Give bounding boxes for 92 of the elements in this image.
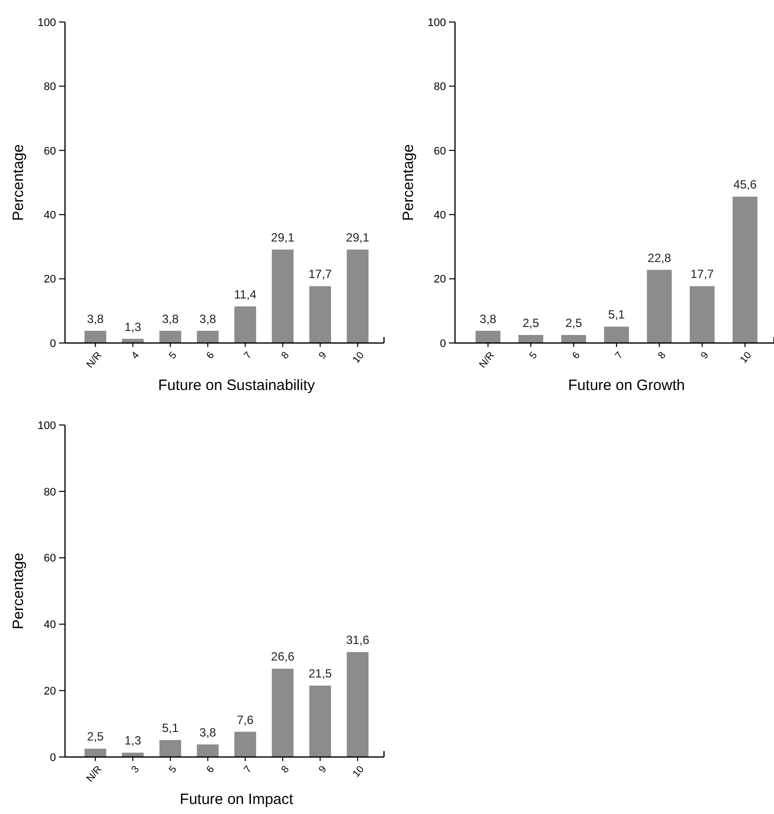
x-tick-label: 6 [570,350,583,362]
y-tick-label: 40 [44,619,56,632]
y-tick-label: 20 [434,274,446,286]
data-label: 31,6 [346,633,370,648]
x-tick-label: 6 [204,764,218,776]
data-label: 26,6 [271,650,295,664]
x-tick-label: 6 [204,350,218,362]
x-tick-label: 10 [351,350,367,366]
y-tick-label: 20 [44,274,56,286]
data-label: 29,1 [271,230,295,245]
y-axis-title: Percentage [10,144,27,221]
bar [309,286,332,343]
y-tick-label: 0 [50,752,56,764]
bar [122,752,144,757]
x-tick-label: 8 [280,764,292,776]
x-tick-label: N/R [84,350,104,370]
y-tick-label: 60 [44,145,56,158]
y-tick-label: 80 [44,486,56,498]
y-tick-label: 100 [38,16,56,29]
data-label: 17,7 [690,267,714,282]
bar [159,330,182,343]
y-axis-title: Percentage [10,552,27,630]
bar [196,744,219,757]
bar [234,732,256,757]
data-label: 21,5 [308,666,332,681]
data-label: 17,7 [308,267,332,282]
x-tick-label: 3 [130,764,142,776]
y-tick-label: 100 [428,16,446,29]
bar [159,740,182,757]
x-axis-title: Future on Sustainability [158,377,316,394]
y-tick-label: 20 [44,685,56,698]
x-axis-title: Future on Growth [568,377,685,394]
x-tick-label: N/R [84,764,104,784]
y-tick-label: 60 [434,145,446,158]
bar [272,250,294,343]
y-axis-title: Percentage [400,144,417,221]
data-label: 1,3 [124,734,142,748]
y-tick-label: 80 [434,81,446,94]
data-label: 2,5 [87,730,104,744]
data-label: 3,8 [480,312,497,326]
bar [346,652,369,757]
bar [84,748,106,757]
x-tick-label: 5 [528,350,540,362]
x-tick-label: 5 [167,350,180,362]
y-tick-label: 100 [38,420,56,432]
x-tick-label: N/R [477,350,497,370]
bar [690,286,715,343]
x-tick-label: 7 [613,350,626,362]
bar [561,334,586,343]
data-label: 2,5 [522,316,540,330]
bar [272,668,294,757]
y-tick-label: 0 [50,338,56,350]
data-label: 29,1 [346,230,370,245]
x-tick-label: 7 [242,764,254,776]
bar [84,330,106,343]
data-label: 3,8 [199,312,216,326]
data-label: 7,6 [236,712,254,727]
bar [518,334,544,343]
x-tick-label: 9 [317,764,330,776]
x-tick-label: 8 [656,350,669,362]
data-label: 3,8 [162,312,179,326]
x-tick-label: 7 [242,350,254,362]
bar [346,250,369,343]
data-label: 5,1 [608,308,626,322]
x-tick-label: 4 [130,350,142,362]
data-label: 1,3 [124,320,142,334]
y-tick-label: 60 [44,552,56,565]
data-label: 3,8 [199,725,216,740]
data-label: 2,5 [565,316,582,330]
bar [732,196,758,343]
x-tick-label: 10 [351,764,367,780]
bar [196,330,219,343]
y-tick-label: 0 [440,338,446,350]
y-tick-label: 80 [44,81,56,94]
bar [604,326,629,343]
bar [309,686,332,757]
y-tick-label: 40 [44,209,56,222]
x-axis-title: Future on Impact [180,791,294,808]
x-tick-label: 5 [167,764,180,776]
data-label: 5,1 [162,721,179,736]
data-label: 11,4 [234,287,257,302]
data-label: 3,8 [87,312,104,326]
x-tick-label: 9 [317,350,330,362]
x-tick-label: 9 [699,350,712,362]
bar [234,306,256,343]
x-tick-label: 10 [738,350,754,366]
data-label: 22,8 [648,250,672,265]
x-tick-label: 8 [280,350,292,362]
bar [476,330,500,343]
data-label: 45,6 [733,178,758,192]
bar [646,270,672,343]
y-tick-label: 40 [434,209,446,222]
